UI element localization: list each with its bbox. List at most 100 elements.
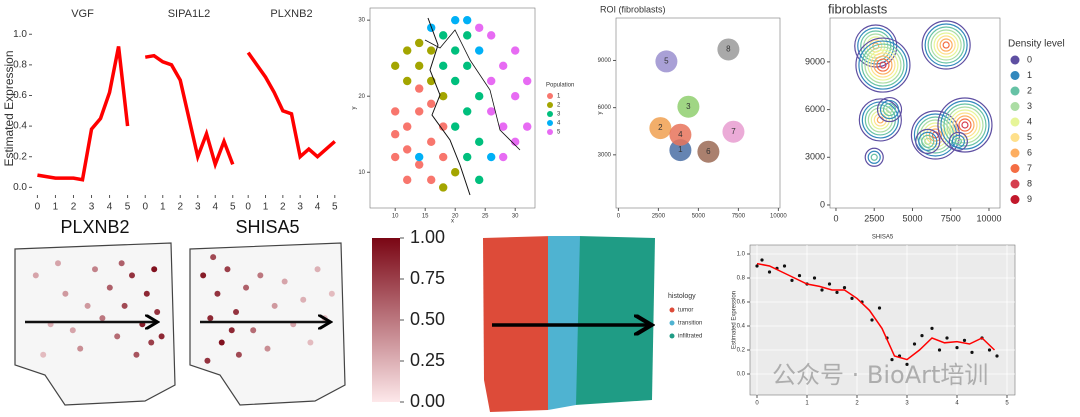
density-contour xyxy=(913,113,958,157)
colorbar-label: 0.50 xyxy=(410,309,445,329)
data-point xyxy=(487,152,496,162)
y-tick-label: 0.4 xyxy=(737,324,746,330)
data-point xyxy=(937,348,942,352)
panel-title: SHISA5 xyxy=(235,217,299,237)
spot xyxy=(300,296,307,303)
cluster xyxy=(717,38,740,61)
legend-label: 9 xyxy=(1027,194,1032,204)
y-tick-label: 0.2 xyxy=(737,348,746,354)
y-axis-label: Estimated Expression xyxy=(2,50,16,166)
data-point xyxy=(439,183,448,192)
spot xyxy=(62,290,69,297)
density-contour xyxy=(861,43,905,87)
data-point xyxy=(391,130,400,139)
x-tick-label: 2 xyxy=(177,202,183,213)
data-point xyxy=(427,137,436,147)
spot xyxy=(84,302,91,309)
cluster xyxy=(722,120,745,143)
data-point xyxy=(782,264,787,268)
tissue xyxy=(189,242,346,406)
x-tick-label: 1 xyxy=(160,202,166,213)
cluster-label: 2 xyxy=(658,123,663,132)
density-contour xyxy=(930,29,962,61)
spot xyxy=(224,266,231,273)
density-contour xyxy=(879,61,887,69)
density-contour xyxy=(885,105,894,114)
y-tick-label: 0.4 xyxy=(13,121,27,132)
data-point xyxy=(523,122,532,131)
data-point xyxy=(403,145,412,154)
legend-swatch xyxy=(547,120,553,126)
density-contour xyxy=(927,26,965,64)
colorbar-label: 1.00 xyxy=(410,227,445,247)
line xyxy=(37,46,130,182)
data-point xyxy=(955,346,959,350)
data-point xyxy=(812,276,817,280)
data-point xyxy=(451,46,460,55)
x-tick-label: 2 xyxy=(280,202,286,213)
density-contour xyxy=(867,49,899,81)
legend-swatch xyxy=(1010,164,1020,173)
cluster-label: 7 xyxy=(731,127,736,136)
spot xyxy=(106,284,113,291)
density-contour xyxy=(940,100,990,150)
data-point xyxy=(463,15,472,25)
line xyxy=(246,51,336,161)
density-contour xyxy=(858,98,902,142)
data-point xyxy=(463,61,472,70)
legend-label: 8 xyxy=(1027,178,1032,188)
spot xyxy=(69,327,76,334)
spot xyxy=(210,254,217,261)
data-point xyxy=(415,152,424,162)
data-point xyxy=(995,354,999,358)
y-tick-label: 20 xyxy=(358,94,365,100)
trajectory xyxy=(424,29,521,151)
legend-label: 2 xyxy=(557,103,561,109)
spot xyxy=(264,345,271,352)
data-point xyxy=(475,175,484,185)
legend-swatch xyxy=(1010,117,1020,127)
density-contour xyxy=(857,27,895,65)
y-axis-label: y xyxy=(352,107,358,110)
data-point xyxy=(487,107,496,116)
spot xyxy=(243,284,250,291)
density-contour xyxy=(873,55,893,75)
density-contour xyxy=(951,134,965,148)
y-tick-label: 0.8 xyxy=(737,276,746,282)
spot xyxy=(314,266,321,273)
data-point xyxy=(962,338,967,342)
colorbar-label: 0.75 xyxy=(410,268,445,288)
data-point xyxy=(451,122,460,131)
data-point xyxy=(391,107,400,116)
legend-swatch xyxy=(1010,55,1020,65)
data-point xyxy=(970,350,974,354)
data-point xyxy=(945,336,949,340)
data-point xyxy=(403,122,412,131)
legend-label: 2 xyxy=(1027,85,1032,95)
chart-title: ROI (fibroblasts) xyxy=(600,4,666,14)
colorbar xyxy=(372,238,400,402)
x-tick-label: 4 xyxy=(107,202,113,213)
spot xyxy=(143,290,150,297)
data-point xyxy=(463,31,472,40)
spot xyxy=(99,315,106,322)
density-contour xyxy=(955,115,975,135)
legend-swatch xyxy=(547,93,553,99)
data-point xyxy=(427,175,436,185)
x-tick-label: 7500 xyxy=(732,214,746,220)
legend-label: 1 xyxy=(1027,70,1032,80)
spot xyxy=(328,290,335,297)
density-contour xyxy=(937,97,993,153)
data-point xyxy=(499,61,508,70)
data-point xyxy=(930,326,934,330)
legend-swatch xyxy=(1010,71,1020,80)
plot-frame xyxy=(749,244,1016,396)
legend-swatch xyxy=(669,307,675,313)
data-point xyxy=(790,278,794,282)
y-axis-label: Estimated Expression xyxy=(732,291,738,349)
density-contour xyxy=(936,35,956,55)
legend-title: histology xyxy=(668,293,696,300)
y-tick-label: 30 xyxy=(358,18,365,24)
data-point xyxy=(415,61,424,70)
